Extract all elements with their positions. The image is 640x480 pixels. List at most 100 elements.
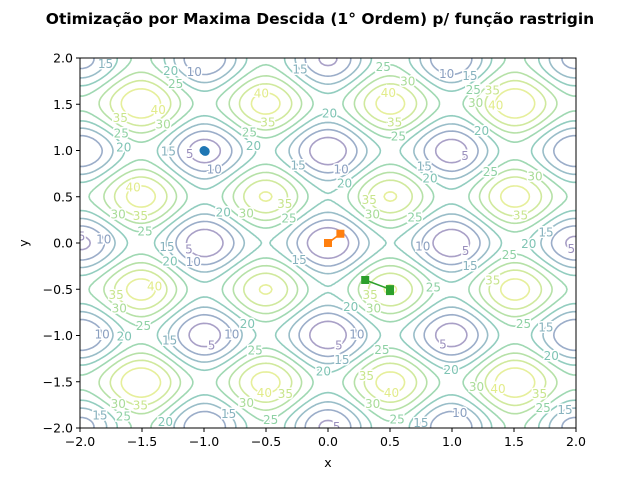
contour-label: 5	[185, 242, 193, 256]
contour-label: 10	[334, 162, 349, 176]
contour-label: 30	[469, 380, 484, 394]
contour-label: 30	[112, 301, 127, 315]
contour-label: 35	[108, 288, 123, 302]
contour-label: 30	[365, 397, 380, 411]
contour-label: 10	[224, 327, 239, 341]
contour-label: 10	[207, 162, 222, 176]
contour-label: 25	[389, 412, 404, 426]
contour-label: 25	[168, 77, 183, 91]
contour-label: 20	[474, 124, 489, 138]
contour-label: 40	[488, 98, 503, 112]
contour-label: 25	[516, 317, 531, 331]
contour-label: 10	[452, 406, 467, 420]
contour-label: 15	[221, 407, 236, 421]
contour-label: 20	[158, 415, 173, 429]
contour-label: 35	[362, 193, 377, 207]
contour-label: 30	[365, 208, 380, 222]
series-0-point	[200, 146, 210, 156]
contour-label: 15	[291, 159, 306, 173]
contour-label: 40	[490, 382, 505, 396]
contour-label: 5	[461, 149, 469, 163]
contour-label: 5	[186, 147, 194, 161]
contour-label: 20	[216, 206, 231, 220]
contour-label: 30	[366, 301, 381, 315]
contour-label: 35	[260, 116, 275, 130]
contour-label: 20	[117, 330, 132, 344]
contour-label: 20	[163, 64, 178, 78]
y-tick-label: 0.5	[53, 189, 73, 204]
contour-label: 20	[162, 254, 177, 268]
contour-label: 5	[568, 242, 576, 256]
contour-label: 15	[334, 353, 349, 367]
contour-label: 15	[462, 69, 477, 83]
contour-level-35	[109, 79, 547, 407]
y-tick-label: 1.5	[53, 97, 73, 112]
contour-level-20	[80, 58, 576, 428]
contour-label: 10	[94, 327, 109, 341]
x-tick-label: −1.0	[189, 434, 219, 449]
contour-label: 10	[415, 239, 430, 253]
x-axis-label: x	[324, 455, 331, 470]
contour-label: 20	[343, 300, 358, 314]
contour-label: 15	[538, 226, 553, 240]
x-tick-label: −0.5	[251, 434, 281, 449]
y-tick-label: −2.0	[43, 421, 73, 436]
x-tick-label: −1.5	[127, 434, 157, 449]
contour-label: 5	[462, 244, 470, 258]
contour-label: 35	[363, 288, 378, 302]
y-tick-label: −0.5	[43, 282, 73, 297]
contour-label: 15	[159, 240, 174, 254]
contour-label: 5	[78, 229, 86, 243]
contour-label: 20	[246, 139, 261, 153]
contour-label: 25	[391, 129, 406, 143]
contour-label: 15	[98, 57, 113, 71]
contour-label: 25	[502, 248, 517, 262]
x-tick-label: −2.0	[65, 434, 95, 449]
y-tick-label: 0.0	[53, 236, 73, 251]
contour-label: 30	[527, 169, 542, 183]
contour-label: 40	[384, 386, 399, 400]
contour-label: 30	[468, 96, 483, 110]
contour-label: 5	[333, 420, 341, 434]
contour-label: 25	[466, 83, 481, 97]
contour-label: 25	[426, 280, 441, 294]
contour-label: 5	[208, 338, 216, 352]
contour-label: 30	[155, 118, 170, 132]
contour-label: 15	[417, 160, 432, 174]
contour-label: 40	[254, 86, 269, 100]
contour-label: 35	[133, 209, 148, 223]
contour-label: 20	[337, 177, 352, 191]
contour-label: 10	[187, 65, 202, 79]
contour-level-10	[80, 58, 576, 428]
trajectory-series	[199, 146, 394, 296]
y-tick-label: −1.0	[43, 328, 73, 343]
y-axis: −2.0 −1.5 −1.0 −0.5 0.0 0.5 1.0 1.5 2.0	[43, 51, 80, 436]
contour-label: 20	[422, 171, 437, 185]
series-1-point	[324, 239, 332, 247]
contour-label: 35	[387, 115, 402, 129]
contour-label: 15	[557, 403, 572, 417]
y-tick-label: −1.5	[43, 374, 73, 389]
contour-label: 25	[374, 343, 389, 357]
contour-label: 15	[162, 334, 177, 348]
contour-label: 15	[161, 145, 176, 159]
contour-label: 40	[151, 103, 166, 117]
chart-title: Otimização por Maxima Descida (1° Ordem)…	[46, 10, 594, 28]
contour-label: 20	[316, 365, 331, 379]
x-tick-label: 2.0	[566, 434, 586, 449]
contour-label: 15	[292, 63, 307, 77]
contour-label: 10	[439, 67, 454, 81]
contour-label: 35	[359, 369, 374, 383]
contour-label: 25	[535, 401, 550, 415]
contour-level-5	[80, 58, 576, 428]
contour-label: 25	[281, 212, 296, 226]
contour-label: 25	[114, 127, 129, 141]
contour-label: 15	[462, 259, 477, 273]
y-axis-label: y	[16, 239, 31, 247]
contour-label: 25	[136, 319, 151, 333]
contour-label: 30	[239, 207, 254, 221]
contour-label: 25	[137, 224, 152, 238]
contour-plot	[80, 58, 576, 428]
contour-label: 25	[407, 211, 422, 225]
